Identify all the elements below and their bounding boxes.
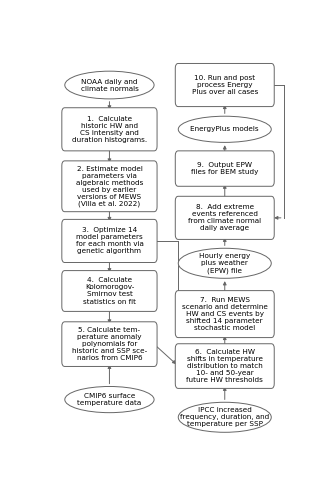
FancyBboxPatch shape <box>175 344 274 388</box>
Ellipse shape <box>65 386 154 412</box>
Text: IPCC increased
frequency, duration, and
temperature per SSP: IPCC increased frequency, duration, and … <box>180 408 269 428</box>
FancyBboxPatch shape <box>62 161 157 212</box>
FancyBboxPatch shape <box>175 290 274 338</box>
FancyBboxPatch shape <box>175 196 274 240</box>
Text: 3.  Optimize 14
model parameters
for each month via
genetic algorithm: 3. Optimize 14 model parameters for each… <box>76 228 143 254</box>
Text: 8.  Add extreme
events referenced
from climate normal
daily average: 8. Add extreme events referenced from cl… <box>188 204 261 232</box>
Text: 6.  Calculate HW
shifts in temperature
distribution to match
10- and 50-year
fut: 6. Calculate HW shifts in temperature di… <box>186 349 263 383</box>
Text: 7.  Run MEWS
scenario and determine
HW and CS events by
shifted 14 parameter
sto: 7. Run MEWS scenario and determine HW an… <box>182 297 268 331</box>
Text: 4.  Calculate
Kolomorogov-
Smirnov test
statistics on fit: 4. Calculate Kolomorogov- Smirnov test s… <box>83 278 136 304</box>
Text: 9.  Output EPW
files for BEM study: 9. Output EPW files for BEM study <box>191 162 259 175</box>
Ellipse shape <box>178 248 271 278</box>
FancyBboxPatch shape <box>175 151 274 186</box>
Text: Hourly energy
plus weather
(EPW) file: Hourly energy plus weather (EPW) file <box>199 253 250 274</box>
FancyBboxPatch shape <box>62 322 157 366</box>
FancyBboxPatch shape <box>62 108 157 151</box>
Text: 10. Run and post
process Energy
Plus over all cases: 10. Run and post process Energy Plus ove… <box>192 75 258 95</box>
FancyBboxPatch shape <box>175 64 274 106</box>
Text: CMIP6 surface
temperature data: CMIP6 surface temperature data <box>77 393 141 406</box>
Text: 2. Estimate model
parameters via
algebraic methods
used by earlier
versions of M: 2. Estimate model parameters via algebra… <box>76 166 143 207</box>
FancyBboxPatch shape <box>62 270 157 312</box>
Text: 1.  Calculate
historic HW and
CS intensity and
duration histograms.: 1. Calculate historic HW and CS intensit… <box>72 116 147 143</box>
Ellipse shape <box>178 116 271 142</box>
FancyBboxPatch shape <box>62 220 157 262</box>
Text: 5. Calculate tem-
perature anomaly
polynomials for
historic and SSP sce-
narios : 5. Calculate tem- perature anomaly polyn… <box>72 327 147 361</box>
Text: NOAA daily and
climate normals: NOAA daily and climate normals <box>81 78 138 92</box>
Ellipse shape <box>65 71 154 99</box>
Text: EnergyPlus models: EnergyPlus models <box>190 126 259 132</box>
Ellipse shape <box>178 402 271 432</box>
